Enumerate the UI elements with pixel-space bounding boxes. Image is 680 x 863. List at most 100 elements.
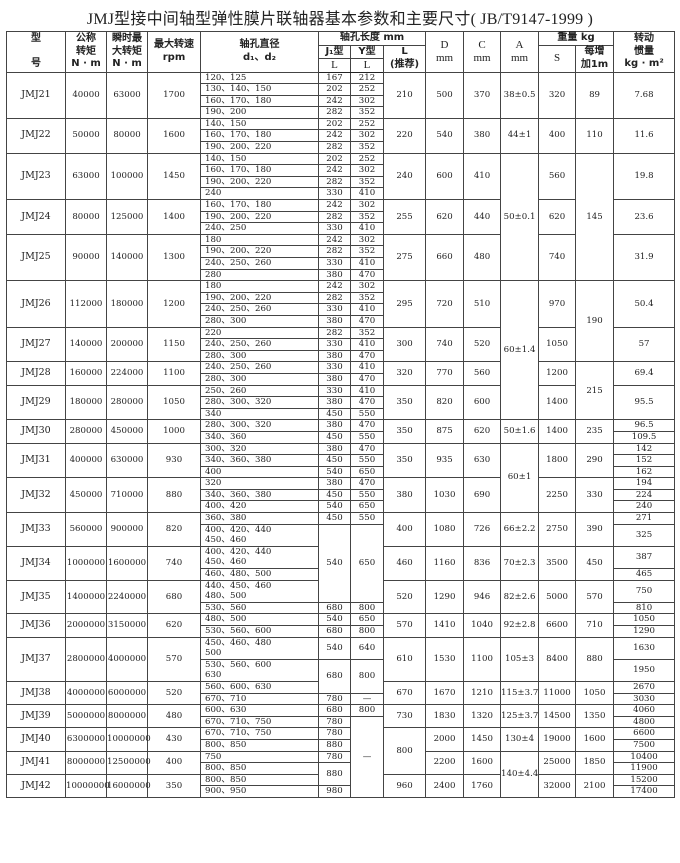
table-row: JMJ22 50000 80000 1600 140、150 202 252 220 540 38… <box>6 117 676 154</box>
table-row: JMJ40 6300000 10000000 430 670、710、750 780 800… <box>6 727 676 775</box>
bore-diameter: 190、200、220 <box>200 245 319 258</box>
bore-diameter: 280 <box>200 268 319 282</box>
max-speed: 820 <box>147 512 201 547</box>
y-type-length: 800 <box>350 601 384 615</box>
weight-s: 1200 <box>538 361 577 386</box>
nominal-torque: 180000 <box>65 384 107 421</box>
table-row: 190、200、220 282 352 <box>7 141 675 154</box>
table-row: JMJ29 180000 280000 1050 250、260 330 410 350 820… <box>6 384 676 421</box>
nominal-torque: 4000000 <box>65 680 107 706</box>
bore-diameter: 320 <box>200 477 319 490</box>
rotational-inertia: 387 <box>613 545 676 570</box>
bore-diameter: 140、150 <box>200 117 319 131</box>
table-row: 160、170、180 242 302 <box>7 129 675 143</box>
bore-diameter: 340、360、380 <box>200 454 319 467</box>
weight-s: 14500 <box>538 704 577 729</box>
j-type-length: 540 <box>318 465 351 479</box>
dimension-c: 510 <box>463 280 502 328</box>
weight-per-meter: 215 <box>575 361 615 421</box>
j-type-length: 242 <box>318 199 351 212</box>
bore-diameter: 340、360、380 <box>200 488 319 502</box>
weight-s: 6600 <box>538 613 577 638</box>
bore-diameter: 800、850 <box>200 773 319 787</box>
table-row: 240、250 330 410 <box>7 222 675 235</box>
y-type-length: 352 <box>350 245 384 258</box>
max-torque: 1600000 <box>106 545 148 581</box>
dimension-c: 1040 <box>463 613 502 638</box>
recommended-length: 350 <box>382 442 427 479</box>
bore-diameter: 280、300、320 <box>200 419 319 432</box>
table-row: 190、200 282 352 <box>7 106 675 119</box>
y-type-length: 302 <box>350 94 384 108</box>
y-type-length: 302 <box>350 280 384 293</box>
weight-per-meter: 190 <box>575 280 615 363</box>
j-type-length: 380 <box>318 396 351 409</box>
header-c: C mm <box>463 31 502 73</box>
j-type-length: 680 <box>318 704 351 717</box>
table-row: 340、360 450 550 109.5 <box>7 430 676 444</box>
rotational-inertia: 325 <box>613 523 676 547</box>
bore-diameter: 180 <box>200 233 319 247</box>
bore-diameter: 120、125 <box>200 71 319 85</box>
y-type-length: 800 <box>350 658 384 694</box>
rotational-inertia: 465 <box>613 568 676 581</box>
header-d: D mm <box>425 31 465 73</box>
bore-diameter: 440、450、460 480、500 <box>200 579 319 603</box>
dimension-d: 935 <box>425 442 465 479</box>
max-torque: 280000 <box>106 384 148 421</box>
rotational-inertia: 142 <box>613 442 676 456</box>
model-name: JMJ31 <box>6 442 66 479</box>
y-type-length: 470 <box>350 349 384 363</box>
header-inertia: 转动 惯量 kg · m² <box>613 31 676 73</box>
y-type-length: 410 <box>350 361 384 374</box>
rotational-inertia: 69.4 <box>613 361 676 386</box>
weight-per-meter: 880 <box>575 636 615 682</box>
j-type-length: 242 <box>318 94 351 108</box>
model-name: JMJ30 <box>6 419 66 444</box>
bore-diameter: 800、850 <box>200 762 319 775</box>
y-type-length: 470 <box>350 419 384 432</box>
max-speed: 1600 <box>147 117 201 154</box>
dimension-c: 836 <box>463 545 502 581</box>
y-type-length: 470 <box>350 314 384 328</box>
model-name: JMJ40 <box>6 727 66 752</box>
table-row: 800、850 880 7500 <box>7 738 676 752</box>
weight-per-meter: 235 <box>575 419 615 444</box>
dimension-d: 1030 <box>425 477 465 514</box>
dimension-a: 66±2.2 <box>500 512 540 547</box>
table-row: JMJ39 5000000 8000000 480 600、630 680 800 730 18… <box>6 704 676 729</box>
rotational-inertia: 6600 <box>613 727 676 740</box>
dimension-d: 660 <box>425 233 465 282</box>
bore-diameter: 480、500 <box>200 613 319 626</box>
max-speed: 1200 <box>147 280 201 328</box>
max-torque: 6000000 <box>106 680 148 706</box>
dimension-d: 540 <box>425 117 465 154</box>
max-speed: 740 <box>147 545 201 581</box>
bore-diameter: 180 <box>200 280 319 293</box>
j-type-length: 780 <box>318 692 351 706</box>
model-name: JMJ39 <box>6 704 66 729</box>
header-weight: 重量 kg <box>538 31 615 46</box>
page-title: JMJ型接中间轴型弹性膜片联轴器基本参数和主要尺寸( JB/T9147-1999… <box>0 5 680 29</box>
y-type-length: 640 <box>350 636 384 660</box>
rotational-inertia: 10400 <box>613 750 676 764</box>
table-row: 280 380 470 <box>7 268 675 282</box>
dimension-c: 440 <box>463 199 502 235</box>
model-name: JMJ27 <box>6 326 66 363</box>
bore-diameter: 670、710、750 <box>200 715 319 729</box>
y-type-length: 470 <box>350 477 384 490</box>
bore-diameter: 900、950 <box>200 785 319 798</box>
bore-diameter: 670、710 <box>200 692 319 706</box>
y-type-length: 302 <box>350 129 384 143</box>
recommended-length: 520 <box>382 579 427 615</box>
rotational-inertia: 1290 <box>613 625 676 638</box>
max-speed: 1700 <box>147 71 201 119</box>
table-row: 190、200、220 282 352 <box>7 245 675 258</box>
rotational-inertia: 11900 <box>613 762 676 775</box>
weight-per-meter: 330 <box>575 477 615 514</box>
header-speed: 最大转速 rpm <box>147 31 201 73</box>
recommended-length: 350 <box>382 419 427 444</box>
y-type-length: 550 <box>350 454 384 467</box>
max-torque: 12500000 <box>106 750 151 775</box>
weight-s: 1800 <box>538 442 577 479</box>
